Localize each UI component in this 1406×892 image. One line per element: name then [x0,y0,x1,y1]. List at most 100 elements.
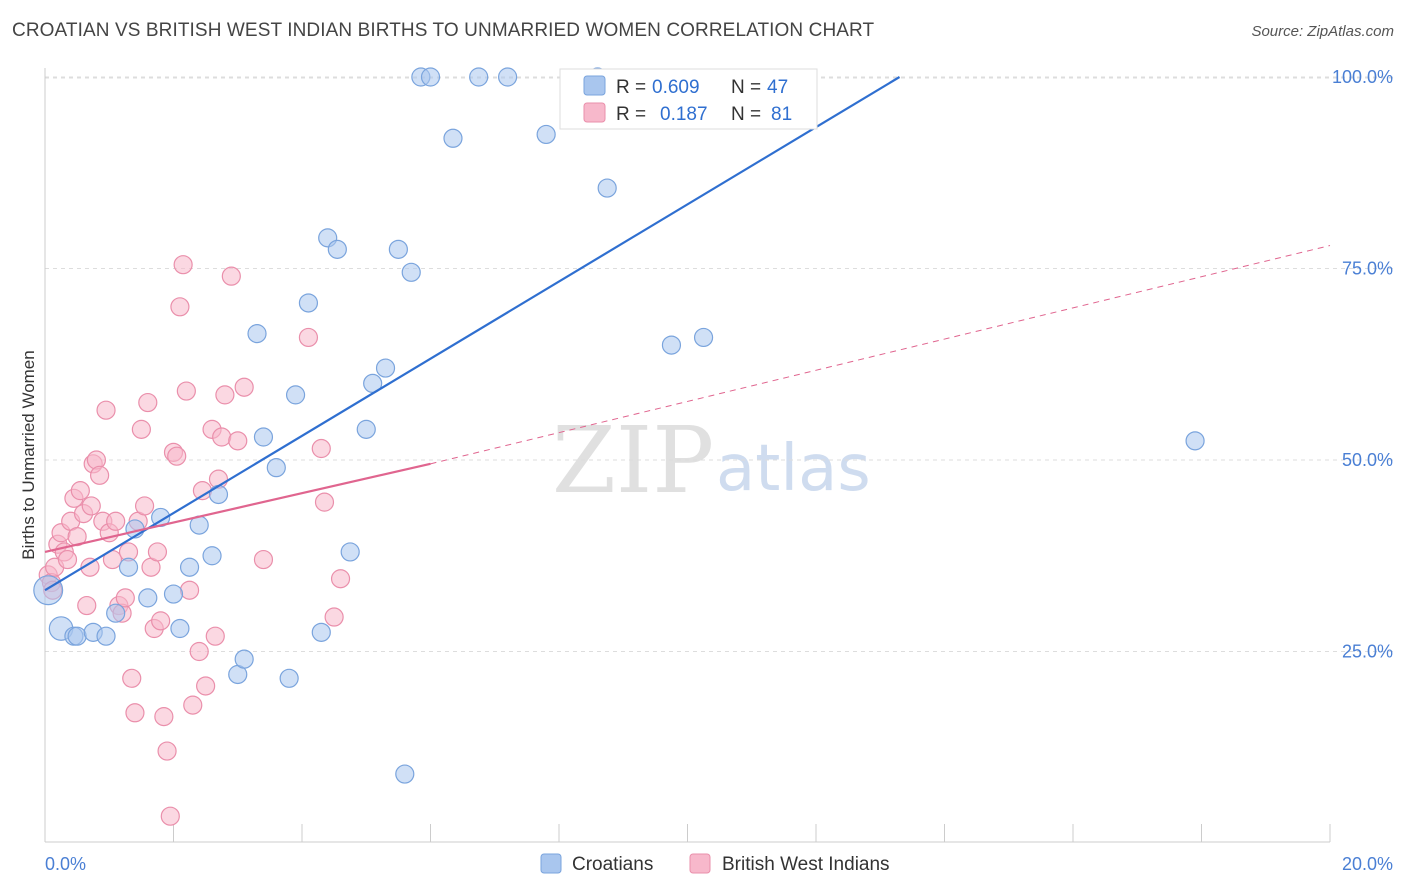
british-west-indians-legend-label: British West Indians [722,854,890,875]
british-west-indians-point [154,707,174,727]
croatians-point [1185,431,1205,451]
croatians-point [138,588,158,608]
trend-lines [44,76,1331,592]
british-west-indians-point [147,542,168,562]
croatians-point [298,293,319,313]
british-west-indians-bottom-swatch [689,853,711,874]
croatians-point [536,124,556,145]
british-west-indians-point [311,438,331,459]
british-west-indians-point [234,377,254,397]
british-west-indians-legend-swatch [583,102,606,123]
series-legend: Croatians British West Indians [540,853,890,875]
british-west-indians-point [330,569,351,589]
croatians-point [443,128,463,148]
croatians-point [311,622,331,642]
legend-n-label-2: N = [731,104,761,125]
british-west-indians-trend-line [44,462,431,553]
croatians-point [375,358,396,378]
british-west-indians-point [131,419,151,439]
british-west-indians-point [167,446,187,466]
croatians-point [285,385,306,405]
y-tick-label-100: 100.0% [1332,67,1393,87]
tick-labels: 25.0% 50.0% 75.0% 100.0% 0.0% 20.0% [45,67,1393,874]
watermark-atlas: atlas [716,432,871,506]
croatians-point [327,239,347,259]
croatians-point [33,575,64,606]
grid-lines [45,76,1395,652]
axes [44,68,1331,843]
croatians-point [208,484,229,505]
croatians-point [395,764,415,784]
british-west-indians-point [77,595,97,616]
legend-n-value-2: 81 [771,104,792,125]
croatians-point [693,327,714,348]
croatians-point [469,67,489,87]
croatians-point [179,557,200,577]
chart-title: CROATIAN VS BRITISH WEST INDIAN BIRTHS T… [12,20,875,41]
british-west-indians-point [134,496,155,516]
croatians-point [340,542,360,562]
croatians-point [356,419,376,439]
british-west-indians-point [179,580,200,600]
british-west-indians-point [125,703,145,723]
british-west-indians-point [90,465,110,485]
british-west-indians-point [160,806,180,826]
croatians-legend-label: Croatians [572,854,653,875]
british-west-indians-point [173,255,193,275]
croatians-point [279,668,299,688]
british-west-indians-trend-extension [430,245,1331,465]
british-west-indians-point [138,392,158,413]
british-west-indians-point [212,427,232,447]
croatians-trend-line [44,76,901,592]
legend-r-label-1: R = [616,77,646,98]
british-west-indians-point [176,381,196,401]
british-west-indians-point [122,668,142,688]
croatians-point [388,239,408,259]
croatians-point [401,262,421,282]
british-west-indians-points [38,255,351,826]
stats-legend: R = 0.609 N = 47 R = 0.187 N = 81 [559,68,818,130]
x-tick-label-min: 0.0% [45,854,86,874]
croatians-point [118,557,139,577]
british-west-indians-point [253,549,274,570]
croatians-point [498,67,518,87]
british-west-indians-point [221,266,241,286]
british-west-indians-point [57,549,78,570]
croatians-point [266,458,286,478]
croatians-points [33,67,1205,784]
british-west-indians-point [96,400,116,420]
croatians-legend-swatch [583,75,606,96]
legend-r-value-1: 0.609 [652,77,700,98]
source-label: Source: ZipAtlas.com [1251,23,1394,40]
legend-n-value-1: 47 [767,77,788,98]
british-west-indians-point [70,481,90,501]
british-west-indians-point [228,431,248,451]
y-tick-label-75: 75.0% [1342,259,1393,279]
croatians-point [661,335,682,355]
british-west-indians-point [151,611,171,631]
british-west-indians-point [314,492,335,512]
british-west-indians-point [183,695,203,715]
british-west-indians-point [80,557,100,577]
croatians-bottom-swatch [540,853,562,874]
british-west-indians-point [215,385,235,405]
croatians-point [253,427,274,447]
croatians-point [234,649,254,669]
y-axis-label: Births to Unmarried Women [19,350,38,559]
croatians-point [597,178,617,198]
legend-r-label-2: R = [616,104,646,125]
croatians-point [202,546,222,566]
croatians-point [163,584,184,604]
british-west-indians-point [115,588,135,608]
croatians-point [106,603,126,623]
y-tick-label-25: 25.0% [1342,642,1393,662]
croatians-point [170,618,190,639]
british-west-indians-point [81,496,101,516]
british-west-indians-point [157,741,177,761]
british-west-indians-point [170,297,190,317]
croatians-point [420,67,441,87]
x-tick-label-max: 20.0% [1342,854,1393,874]
legend-n-label-1: N = [731,77,761,98]
croatians-point [67,626,87,646]
